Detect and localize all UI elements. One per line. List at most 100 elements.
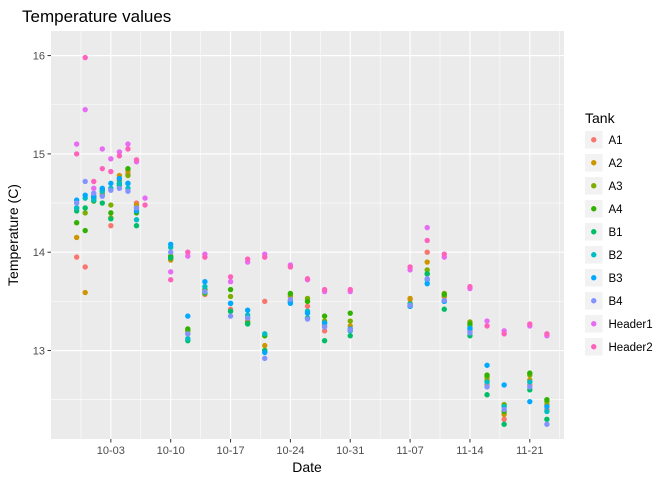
data-point [304,310,311,316]
x-axis-title: Date [292,459,322,475]
data-point [116,153,123,159]
y-tick-label: 16 [33,51,45,63]
data-point [116,185,123,192]
data-point [321,286,328,293]
data-point [467,321,473,327]
legend-label: A2 [609,158,623,170]
legend-marker [591,229,597,235]
data-point [185,253,191,259]
data-point [424,259,430,265]
data-point [82,192,88,198]
data-point [202,278,208,285]
data-point [484,384,490,390]
data-point [125,141,131,147]
data-point [407,302,413,308]
data-point [244,321,251,327]
data-point [287,296,294,303]
data-point [168,249,174,255]
data-point [82,289,88,296]
data-point [424,271,430,277]
data-points [73,54,550,427]
data-point [168,241,174,248]
data-point [244,307,251,313]
data-point [347,333,353,339]
data-point [347,327,353,333]
data-point [544,416,550,423]
data-point [168,269,174,275]
data-point [125,172,131,179]
y-tick-label: 15 [33,149,45,161]
data-point [116,180,123,187]
data-point [304,276,311,282]
data-point [82,264,88,270]
data-point [321,324,328,330]
legend-marker [591,206,597,212]
data-point [244,315,251,321]
data-point [227,278,234,285]
legend-label: B4 [609,296,624,308]
legend-label: A3 [609,181,623,193]
data-point [527,379,533,385]
x-tick-label: 11-14 [456,445,483,457]
data-point [262,349,268,356]
x-tick-label: 11-21 [516,445,543,457]
y-tick-label: 14 [33,247,45,259]
data-point [441,251,447,257]
data-point [544,408,550,415]
data-point [202,254,208,260]
data-point [73,234,80,241]
y-tick-label: 13 [33,346,45,358]
data-point [262,298,268,305]
data-point [304,298,311,305]
data-point [227,274,234,280]
data-point [527,370,533,376]
data-point [185,313,191,319]
data-point [484,318,490,324]
data-point [424,276,430,282]
data-point [304,303,311,309]
plot-panel [51,31,564,439]
data-point [544,396,550,403]
data-point [125,165,131,172]
legend-label: A4 [609,204,624,216]
data-point [99,146,106,152]
data-point [262,355,268,362]
data-point [133,217,140,223]
data-point [407,264,413,270]
data-point [168,277,174,283]
data-point [304,316,311,322]
data-point [185,326,191,332]
x-tick-label: 10-10 [157,445,185,457]
legend-label: Header1 [609,319,653,331]
data-point [501,382,507,388]
data-point [484,372,490,378]
data-point [73,151,80,157]
data-point [133,157,140,163]
data-point [108,210,114,216]
legend-marker [591,298,597,304]
data-point [501,331,507,337]
data-point [91,197,97,203]
data-point [544,403,550,410]
data-point [108,216,114,222]
data-point [108,202,114,208]
data-point [108,168,114,175]
data-point [262,254,268,260]
data-point [321,337,328,344]
data-point [227,308,234,314]
data-point [467,326,473,332]
legend-label: B3 [609,273,623,285]
data-point [116,175,123,182]
legend-label: Header2 [609,342,653,354]
data-point [262,342,268,349]
data-point [321,313,328,319]
data-point [82,227,88,234]
data-point [424,249,430,255]
data-point [424,224,430,231]
data-point [73,200,80,206]
data-point [73,220,80,226]
data-point [116,149,123,155]
data-point [108,180,114,187]
legend-title: Tank [585,110,616,126]
